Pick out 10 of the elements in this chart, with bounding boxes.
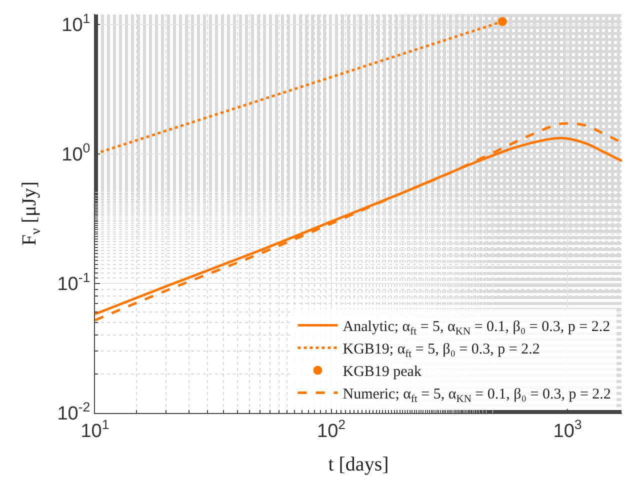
legend-label: Numeric; α$_{ft}$ = 5, α$_{KN}$ = 0.1, β₀ = 0.3, p = 2.2 (342, 386, 611, 405)
y-tick-label: 10$^{-1}$ (57, 270, 90, 296)
y-tick-label: 10$^{0}$ (62, 140, 90, 166)
y-tick-label: 10$^{1}$ (62, 10, 90, 36)
x-axis-title: t [days] (328, 453, 389, 476)
legend-label: KGB19; α$_{ft}$ = 5, β₀ = 0.3, p = 2.2 (342, 342, 540, 360)
x-tick-label: 10$^{3}$ (553, 416, 582, 442)
legend-label: KGB19 peak (342, 364, 422, 380)
x-tick-label: 10$^{2}$ (317, 416, 346, 442)
legend-label: Analytic; α$_{ft}$ = 5, α$_{KN}$ = 0.1, β₀ = 0.3, p = 2.2 (342, 319, 610, 338)
